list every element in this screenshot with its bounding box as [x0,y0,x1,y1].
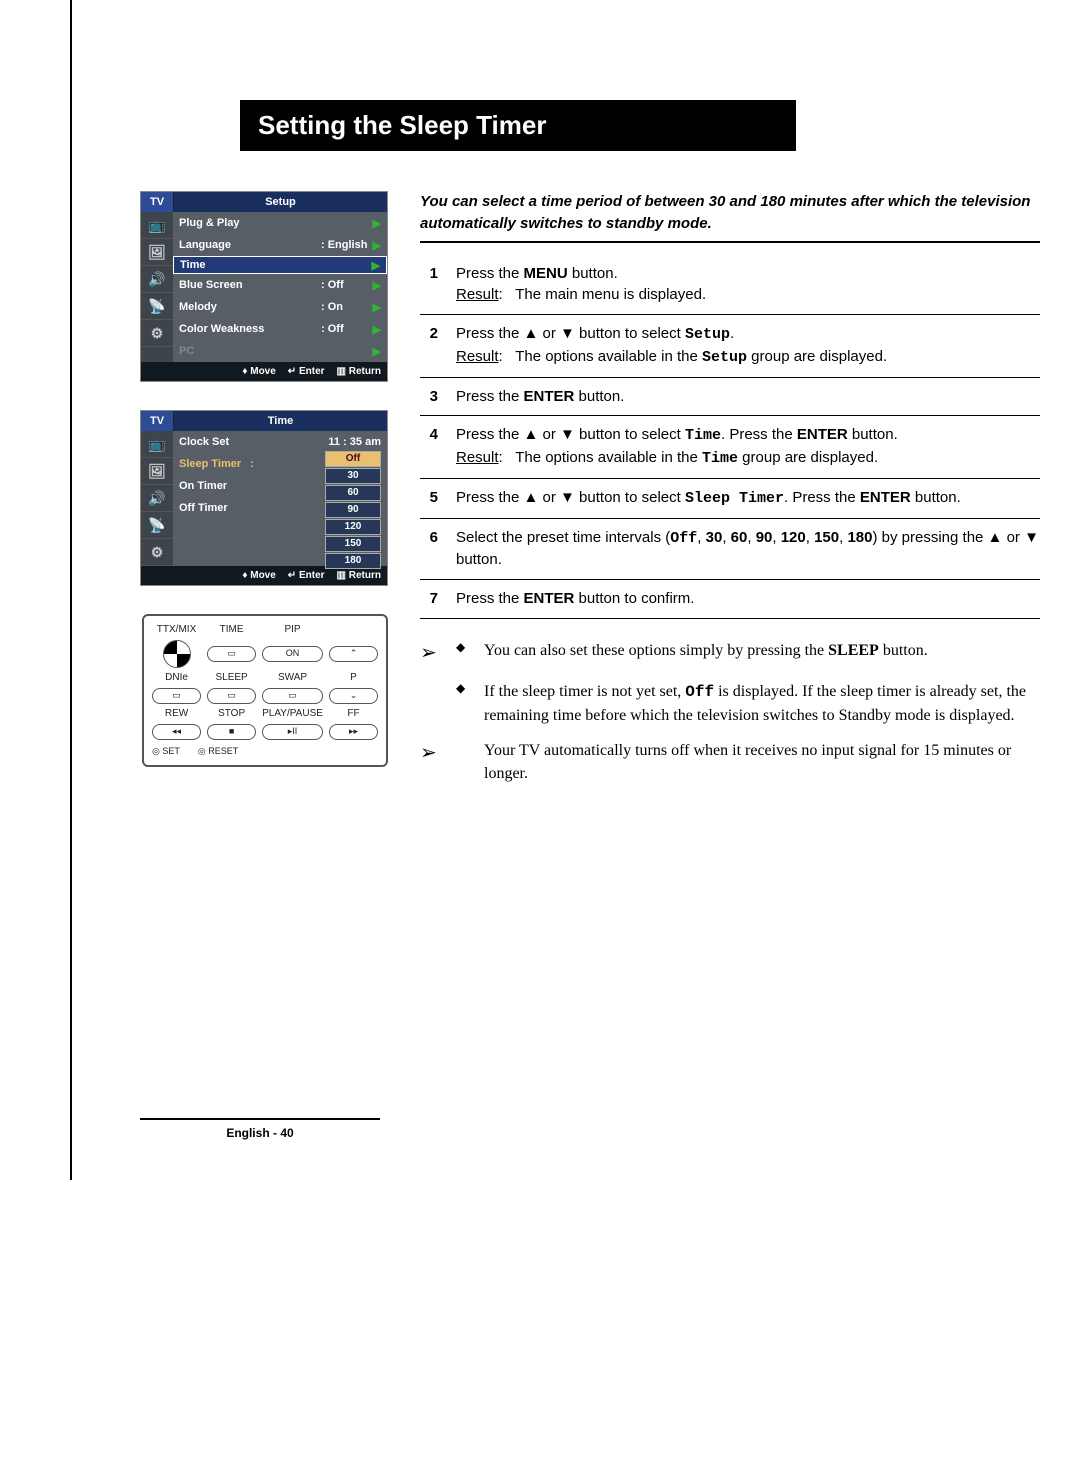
right-column: You can select a time period of between … [420,191,1040,798]
remote-label: SLEEP [207,672,256,684]
remote-label: PIP [262,624,323,636]
move-hint: ♦ Move [242,366,275,377]
note: ➢Your TV automatically turns off when it… [420,739,1040,785]
footer-rule [140,1118,380,1120]
page-footer: English - 40 [140,1118,1040,1140]
move-hint: ♦ Move [242,570,275,581]
note: ◆If the sleep timer is not yet set, Off … [420,680,1040,727]
remote-control: TTX/MIX TIME PIP ▭ ON ⌃ DNIe SLEEP SWAP … [142,614,388,767]
remote-rew-button[interactable]: ◂◂ [152,724,201,740]
remote-set-label: SET [152,746,180,757]
remote-button[interactable]: ▭ [262,688,323,704]
osd-tv-label: TV [141,192,174,212]
page-number: English - 40 [140,1126,380,1140]
remote-on-button[interactable]: ON [262,646,323,662]
step: 2Press the ▲ or ▼ button to select Setup… [420,315,1040,378]
osd-setup: TV Setup 📺 🖼 🔊 📡 ⚙ Plug & Play▶Language:… [140,191,388,382]
step: 6Select the preset time intervals (Off, … [420,519,1040,581]
osd-setup-rows: Plug & Play▶Language: English▶Time▶Blue … [173,212,387,362]
sound-icon: 🔊 [141,485,173,512]
left-column: TV Setup 📺 🖼 🔊 📡 ⚙ Plug & Play▶Language:… [140,191,390,798]
steps-list: 1Press the MENU button.Result: The main … [420,255,1040,619]
osd-icon-column: 📺 🖼 🔊 📡 ⚙ [141,431,173,566]
step: 7Press the ENTER button to confirm. [420,580,1040,619]
osd-row: Plug & Play▶ [173,212,387,234]
remote-pie-button[interactable] [152,640,201,668]
remote-button[interactable]: ▭ [207,688,256,704]
picture-icon: 🖼 [141,458,173,485]
tv-icon: 📺 [141,431,173,458]
osd-time-rows: Clock Set 11 : 35 am Sleep Timer : On Ti… [173,431,387,566]
intro-text: You can select a time period of between … [420,191,1040,243]
sound-icon: 🔊 [141,266,173,293]
timer-option: 120 [325,519,381,535]
osd-row: PC▶ [173,340,387,362]
remote-button[interactable]: ▭ [207,646,256,662]
remote-reset-label: RESET [198,746,238,757]
timer-option: 30 [325,468,381,484]
remote-label: P [329,672,378,684]
remote-up-button[interactable]: ⌃ [329,646,378,662]
content-area: TV Setup 📺 🖼 🔊 📡 ⚙ Plug & Play▶Language:… [140,191,1040,798]
return-hint: ▥ Return [337,570,381,581]
step: 5Press the ▲ or ▼ button to select Sleep… [420,479,1040,519]
osd-label: Clock Set [179,436,328,448]
step: 1Press the MENU button.Result: The main … [420,255,1040,316]
setup-icon: ⚙ [141,320,173,347]
osd-footer: ♦ Move ↵ Enter ▥ Return [141,362,387,381]
notes-block: ➢◆You can also set these options simply … [420,639,1040,786]
remote-play-button[interactable]: ▸II [262,724,323,740]
channel-icon: 📡 [141,293,173,320]
step: 3Press the ENTER button. [420,378,1040,417]
remote-down-button[interactable]: ⌄ [329,688,378,704]
tv-icon: 📺 [141,212,173,239]
remote-label: TIME [207,624,256,636]
remote-label: DNIe [152,672,201,684]
remote-label: STOP [207,708,256,720]
note: ➢◆You can also set these options simply … [420,639,1040,668]
osd-row: Melody: On▶ [173,296,387,318]
remote-ff-button[interactable]: ▸▸ [329,724,378,740]
enter-hint: ↵ Enter [288,570,325,581]
channel-icon: 📡 [141,512,173,539]
osd-setup-title: Setup [174,192,387,212]
osd-row: Language: English▶ [173,234,387,256]
timer-option: 60 [325,485,381,501]
return-hint: ▥ Return [337,366,381,377]
osd-time: TV Time 📺 🖼 🔊 📡 ⚙ Clock Set 11 : 3 [140,410,388,586]
osd-time-title: Time [174,411,387,431]
enter-hint: ↵ Enter [288,366,325,377]
remote-stop-button[interactable]: ■ [207,724,256,740]
remote-label [329,624,378,636]
picture-icon: 🖼 [141,239,173,266]
remote-label: REW [152,708,201,720]
osd-row: Time▶ [173,256,387,274]
page-title: Setting the Sleep Timer [240,100,796,151]
remote-button[interactable]: ▭ [152,688,201,704]
osd-row-clock: Clock Set 11 : 35 am [173,431,387,453]
timer-option: 150 [325,536,381,552]
remote-label: SWAP [262,672,323,684]
osd-value: 11 : 35 am [328,436,381,448]
osd-row: Color Weakness: Off▶ [173,318,387,340]
remote-label: FF [329,708,378,720]
timer-option: Off [325,451,381,467]
timer-options-list: Off306090120150180 [325,451,381,570]
timer-option: 90 [325,502,381,518]
osd-tv-label: TV [141,411,174,431]
osd-row: Blue Screen: Off▶ [173,274,387,296]
remote-label: TTX/MIX [152,624,201,636]
setup-icon: ⚙ [141,539,173,566]
page: Setting the Sleep Timer TV Setup 📺 🖼 🔊 📡… [0,0,1080,1180]
remote-label: PLAY/PAUSE [262,708,323,720]
osd-icon-column: 📺 🖼 🔊 📡 ⚙ [141,212,173,362]
timer-option: 180 [325,553,381,569]
left-border [40,0,72,1180]
step: 4Press the ▲ or ▼ button to select Time.… [420,416,1040,479]
